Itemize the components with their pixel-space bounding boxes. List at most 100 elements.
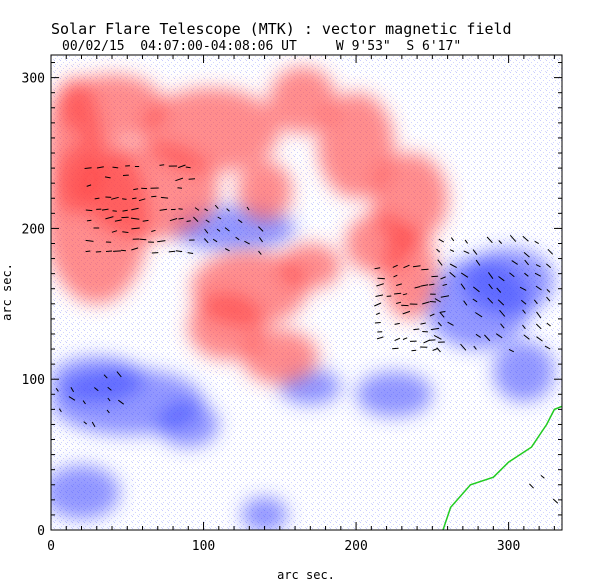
vector xyxy=(436,248,441,253)
vector xyxy=(442,283,448,286)
vector xyxy=(429,301,437,303)
vector xyxy=(168,250,176,253)
vector xyxy=(185,166,191,169)
y-axis-label: arc sec. xyxy=(0,263,14,321)
vector xyxy=(536,311,542,319)
vector xyxy=(499,309,506,317)
vector xyxy=(439,311,445,318)
vector xyxy=(535,264,541,268)
vector xyxy=(188,178,196,180)
vector xyxy=(433,334,442,340)
vector-group-5 xyxy=(529,475,559,504)
vector xyxy=(237,219,243,224)
vector xyxy=(412,265,421,268)
vector xyxy=(374,322,381,324)
vector xyxy=(437,322,442,327)
vector xyxy=(423,339,431,344)
vector xyxy=(105,250,113,252)
vector xyxy=(103,374,108,379)
vector xyxy=(495,333,503,339)
neutral-line xyxy=(442,405,562,530)
vector xyxy=(447,321,454,326)
vector xyxy=(84,167,92,169)
vector xyxy=(522,235,529,242)
positive-region-12 xyxy=(188,293,265,360)
vector xyxy=(107,386,112,391)
vector xyxy=(429,283,435,286)
vector xyxy=(509,234,517,242)
vector xyxy=(473,345,477,350)
vector xyxy=(524,272,529,277)
vector xyxy=(475,333,481,338)
x-tick-label-2: 200 xyxy=(344,539,367,554)
vector xyxy=(546,322,551,327)
vector-group-2 xyxy=(374,264,450,352)
vector xyxy=(132,197,137,200)
vector xyxy=(522,309,526,314)
negative-region-9 xyxy=(493,341,555,402)
vector xyxy=(460,283,466,290)
positive-region-4 xyxy=(142,88,280,173)
vector xyxy=(376,312,381,315)
vector xyxy=(472,298,478,303)
positive-region-14 xyxy=(279,243,341,289)
vector xyxy=(463,250,470,254)
vector xyxy=(235,236,240,241)
x-axis: 0 100 200 300 xyxy=(47,539,520,554)
vector xyxy=(421,268,429,271)
vector xyxy=(160,196,169,199)
negative-region-4 xyxy=(51,356,143,402)
vector xyxy=(114,219,122,222)
vector xyxy=(460,272,469,278)
vector xyxy=(472,249,478,255)
vector xyxy=(101,208,109,211)
y-tick-label-2: 200 xyxy=(22,222,45,237)
vector xyxy=(133,188,139,191)
vector xyxy=(374,267,381,270)
vector xyxy=(377,277,385,280)
vector xyxy=(131,227,140,230)
vector xyxy=(394,322,400,325)
vector xyxy=(529,483,534,489)
positive-region-6 xyxy=(269,67,337,134)
vector xyxy=(224,227,230,232)
vector xyxy=(487,272,494,279)
x-axis-label: arc sec. xyxy=(277,568,335,582)
vector xyxy=(375,294,384,297)
vector xyxy=(376,336,384,340)
vector xyxy=(85,250,91,253)
vector xyxy=(178,217,184,220)
vector xyxy=(142,219,149,222)
vector xyxy=(68,396,76,401)
vector xyxy=(533,299,538,305)
vector xyxy=(107,397,111,402)
vector xyxy=(547,248,554,255)
vector xyxy=(536,336,543,342)
vector xyxy=(509,272,515,278)
vector xyxy=(258,250,262,255)
vector xyxy=(394,292,402,295)
vector xyxy=(258,226,264,232)
vector xyxy=(122,209,128,212)
vector xyxy=(429,313,435,317)
vector xyxy=(520,299,527,305)
vector xyxy=(436,347,441,353)
vector xyxy=(498,276,505,282)
vector xyxy=(440,276,446,280)
vector xyxy=(131,247,139,251)
vector xyxy=(70,387,75,393)
vector xyxy=(83,421,88,425)
vector xyxy=(151,229,156,232)
vector xyxy=(131,207,139,211)
vector xyxy=(226,208,230,212)
vector xyxy=(159,208,168,211)
negative-region-5 xyxy=(157,401,219,448)
vector xyxy=(434,298,441,303)
vector xyxy=(86,219,92,222)
vector xyxy=(475,259,481,266)
vector xyxy=(113,250,121,252)
vector xyxy=(484,334,491,342)
vector xyxy=(193,216,199,222)
vector xyxy=(122,231,129,233)
